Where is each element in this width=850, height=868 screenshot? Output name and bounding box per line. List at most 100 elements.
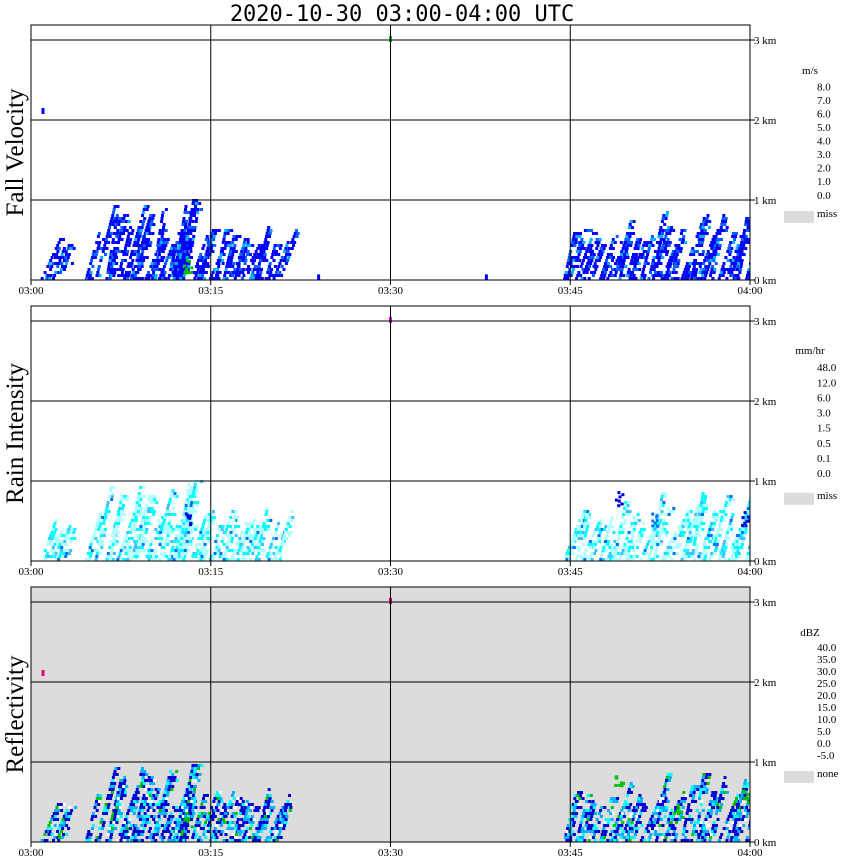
radar-cell: [233, 815, 237, 818]
radar-cell: [604, 540, 607, 543]
radar-cell: [145, 232, 149, 235]
radar-cell: [170, 274, 174, 277]
radar-cell: [246, 833, 250, 836]
radar-cell: [159, 274, 163, 277]
radar-cell: [683, 277, 687, 280]
radar-cell: [167, 776, 171, 779]
radar-cell: [259, 821, 263, 824]
radar-cell: [193, 486, 197, 489]
radar-cell: [47, 555, 50, 558]
radar-cell: [744, 247, 748, 250]
radar-cell: [147, 277, 151, 280]
radar-cell: [145, 256, 149, 259]
radar-cell: [260, 277, 264, 280]
radar-cell: [89, 543, 93, 546]
radar-cell: [616, 818, 620, 821]
radar-cell: [186, 510, 190, 513]
radar-cell: [648, 836, 652, 839]
radar-cell: [568, 268, 572, 271]
radar-cell: [252, 818, 256, 821]
radar-cell: [191, 522, 195, 525]
radar-cell: [566, 555, 570, 558]
radar-cell: [169, 812, 173, 815]
radar-cell: [588, 800, 592, 803]
radar-cell: [629, 525, 633, 528]
radar-cell: [207, 244, 211, 247]
radar-cell: [54, 256, 57, 259]
x-tick-label: 04:00: [737, 566, 763, 578]
radar-cell: [231, 510, 235, 513]
radar-cell: [606, 531, 610, 534]
radar-cell: [285, 815, 289, 818]
radar-cell: [665, 806, 669, 809]
radar-cell: [115, 794, 119, 797]
radar-cell: [183, 555, 187, 558]
radar-cell: [242, 253, 246, 256]
radar-cell: [121, 833, 125, 836]
radar-cell: [135, 791, 138, 794]
radar-cell: [267, 528, 271, 531]
radar-cell: [725, 534, 728, 537]
radar-cell: [676, 803, 680, 806]
radar-cell: [216, 268, 220, 271]
radar-cell: [56, 818, 60, 821]
radar-cell: [673, 827, 677, 830]
radar-cell: [266, 836, 270, 839]
radar-cell: [194, 265, 198, 268]
radar-cell: [275, 824, 279, 827]
radar-cell: [90, 256, 94, 259]
radar-cell: [738, 253, 742, 256]
radar-cell: [160, 546, 164, 549]
radar-cell: [216, 543, 220, 546]
radar-cell: [244, 803, 248, 806]
radar-cell: [133, 555, 137, 558]
radar-cell: [704, 274, 708, 277]
radar-cell: [205, 513, 209, 516]
radar-cell: [102, 247, 106, 250]
radar-cell: [134, 552, 138, 555]
radar-cell: [588, 265, 591, 268]
radar-cell: [53, 522, 57, 525]
radar-cell: [46, 543, 50, 546]
radar-cell: [194, 274, 198, 277]
radar-cell: [171, 827, 175, 830]
radar-cell: [658, 803, 661, 806]
radar-cell: [748, 558, 750, 561]
radar-cell: [663, 519, 666, 522]
radar-cell: [700, 223, 703, 226]
radar-cell: [183, 259, 187, 262]
radar-cell: [98, 540, 102, 543]
radar-cell: [692, 268, 696, 271]
radar-cell: [682, 827, 686, 830]
radar-cell: [52, 812, 56, 815]
radar-cell: [213, 815, 217, 818]
radar-cell: [594, 268, 598, 271]
radar-cell: [571, 268, 575, 271]
radar-cell: [660, 277, 664, 280]
radar-cell: [167, 788, 171, 791]
radar-cell: [249, 558, 253, 561]
radar-cell: [604, 818, 608, 821]
radar-cell: [118, 268, 122, 271]
radar-cell: [601, 549, 605, 552]
radar-cell: [185, 501, 189, 504]
radar-cell: [632, 516, 636, 519]
radar-cell: [649, 271, 652, 274]
radar-cell: [142, 794, 146, 797]
radar-cell: [751, 531, 754, 534]
radar-cell: [620, 253, 623, 256]
radar-cell: [193, 226, 197, 229]
radar-cell: [163, 528, 166, 531]
radar-cell: [199, 558, 203, 561]
radar-cell: [147, 830, 151, 833]
radar-cell: [58, 534, 62, 537]
radar-cell: [108, 558, 112, 561]
radar-cell: [254, 256, 258, 259]
radar-cell: [174, 549, 178, 552]
radar-cell: [286, 259, 290, 262]
radar-cell: [606, 824, 610, 827]
radar-cell: [731, 513, 735, 516]
radar-cell: [140, 253, 144, 256]
radar-cell: [181, 241, 185, 244]
radar-cell: [588, 513, 592, 516]
